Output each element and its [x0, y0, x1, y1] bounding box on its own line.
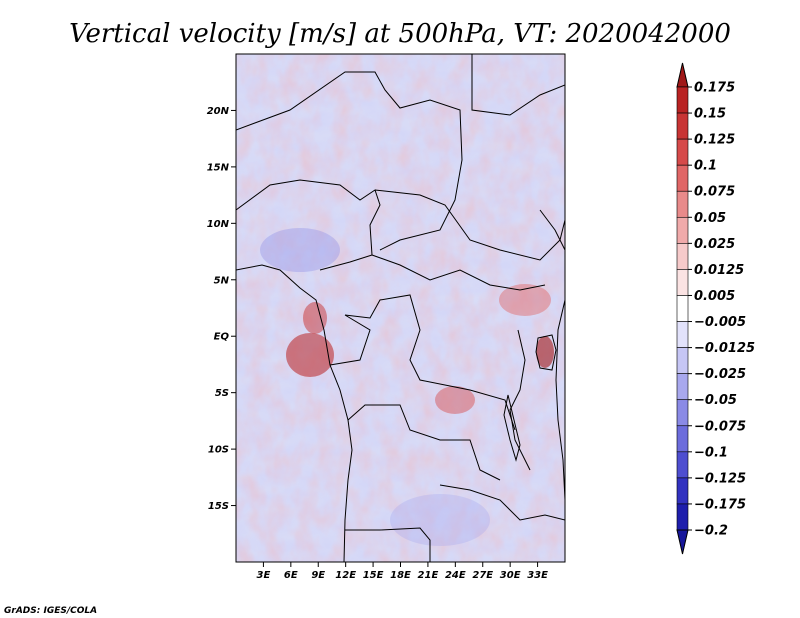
colorbar-label: −0.075 — [694, 419, 746, 434]
border-namibia — [345, 527, 431, 562]
colorbar-segment — [676, 399, 689, 427]
colorbar-segment — [676, 190, 689, 218]
colorbar-label: −0.0125 — [694, 341, 755, 356]
colorbar-label: −0.005 — [694, 315, 746, 330]
x-tick-label: 6E — [284, 570, 298, 581]
colorbar-segment — [676, 425, 689, 453]
colorbar-label: −0.1 — [694, 445, 728, 460]
border-angola — [347, 404, 501, 481]
colorbar-segment — [676, 451, 689, 479]
vertical-velocity-field — [236, 54, 565, 562]
colorbar-label: −0.025 — [694, 367, 746, 382]
colorbar-label: 0.1 — [694, 159, 717, 174]
colorbar-segment — [676, 503, 689, 531]
colorbar-segment — [676, 477, 689, 505]
colorbar-segment — [676, 373, 689, 401]
colorbar-label: 0.0125 — [694, 263, 744, 278]
colorbar-segment — [676, 216, 689, 244]
border-east-lakes — [509, 329, 531, 471]
plot-area — [235, 53, 566, 563]
colorbar-segment — [676, 321, 689, 348]
border-chad-sudan — [374, 189, 565, 261]
colorbar-label: 0.005 — [694, 289, 735, 304]
colorbar-extend-max — [676, 62, 689, 88]
colorbar-segment — [676, 295, 689, 322]
colorbar-label: 0.025 — [694, 237, 735, 252]
x-tick-label: 15E — [363, 570, 384, 581]
colorbar-segment — [676, 347, 689, 374]
x-axis: 3E 6E 9E 12E 15E 18E 21E 24E 27E 30E 33E — [257, 562, 548, 581]
lake-victoria — [535, 334, 557, 371]
coastline-east — [555, 299, 565, 501]
border-sahara — [236, 71, 463, 251]
y-tick-label: 15S — [208, 501, 229, 512]
x-tick-label: 24E — [445, 570, 466, 581]
updraft-region-congo — [435, 386, 475, 414]
y-axis: 20N 15N 10N 5N EQ 5S 10S 15S — [207, 106, 236, 512]
chart-title: Vertical velocity [m/s] at 500hPa, VT: 2… — [69, 19, 731, 49]
x-tick-label: 27E — [472, 570, 493, 581]
x-tick-label: 30E — [500, 570, 521, 581]
updraft-region-lake-victoria — [536, 336, 554, 368]
grads-credit: GrADS: IGES/COLA — [4, 606, 97, 616]
border-libya-egypt — [471, 54, 565, 116]
updraft-region-cameroon — [303, 302, 327, 334]
x-tick-label: 3E — [257, 570, 271, 581]
colorbar-label: −0.175 — [694, 497, 746, 512]
y-tick-label: 5N — [214, 275, 230, 286]
subsidence-region-central — [260, 228, 340, 272]
y-tick-label: 5S — [215, 388, 229, 399]
colorbar-label: −0.05 — [694, 393, 737, 408]
colorbar-label: −0.2 — [694, 524, 728, 539]
colorbar-segment — [676, 269, 689, 296]
y-tick-label: 15N — [207, 162, 230, 173]
x-tick-label: 33E — [527, 570, 548, 581]
colorbar-segment — [676, 112, 689, 140]
colorbar-segment — [676, 164, 689, 192]
y-tick-label: EQ — [214, 332, 230, 343]
colorbar-segment — [676, 138, 689, 166]
x-tick-label: 18E — [390, 570, 411, 581]
colorbar: 0.175 0.15 0.125 0.1 0.075 0.05 0.025 0.0125 0.0… — [676, 62, 755, 555]
colorbar-label: 0.175 — [694, 81, 735, 96]
updraft-region-gulf-of-guinea — [286, 333, 334, 377]
updraft-region-east-africa — [499, 284, 551, 316]
x-tick-label: 12E — [335, 570, 356, 581]
border-zambia — [439, 484, 565, 521]
border-car — [371, 254, 546, 291]
colorbar-segment — [676, 86, 689, 114]
subsidence-region-south — [390, 494, 490, 546]
colorbar-label: 0.05 — [694, 211, 726, 226]
border-gabon — [329, 314, 371, 366]
y-tick-label: 10N — [207, 219, 230, 230]
border-ethiopia — [539, 209, 565, 251]
field-highlights — [260, 228, 554, 546]
x-tick-label: 9E — [311, 570, 325, 581]
colorbar-label: −0.125 — [694, 471, 746, 486]
colorbar-extend-min — [676, 529, 689, 555]
border-congo-basin — [344, 294, 516, 431]
colorbar-label: 0.15 — [694, 107, 726, 122]
country-borders — [236, 54, 565, 562]
colorbar-label: 0.075 — [694, 185, 735, 200]
colorbar-segment — [676, 243, 689, 270]
y-tick-label: 10S — [208, 445, 229, 456]
lake-tanganyika — [503, 394, 521, 462]
x-tick-label: 21E — [418, 570, 439, 581]
colorbar-label: 0.125 — [694, 133, 735, 148]
y-tick-label: 20N — [207, 106, 230, 117]
